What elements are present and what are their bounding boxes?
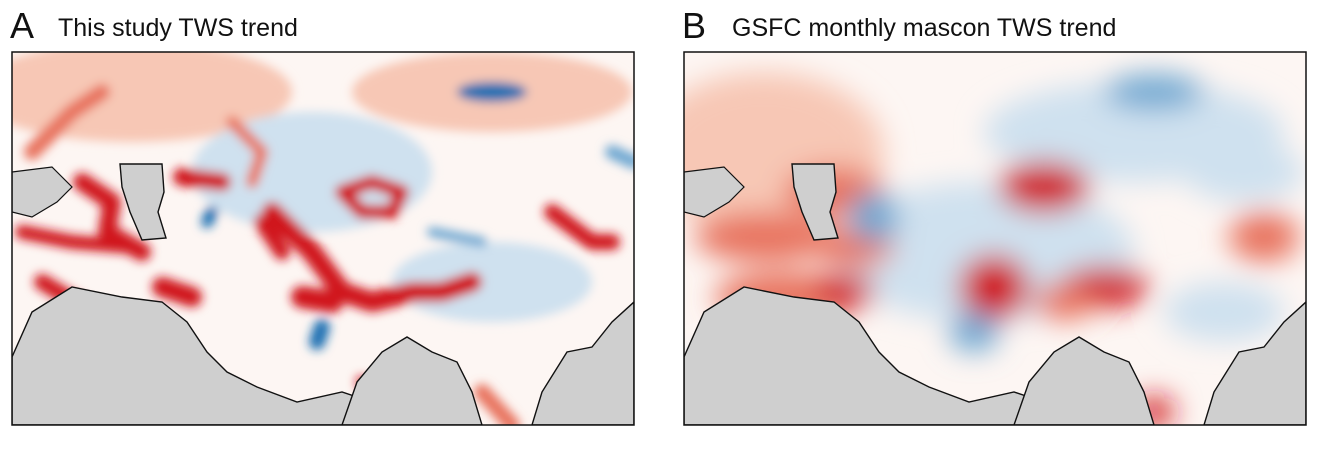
trend-blob [457,82,527,102]
panel-title: GSFC monthly mascon TWS trend [732,14,1116,42]
map-area [684,52,1306,425]
trend-streak [152,277,202,307]
trend-blob [1034,284,1094,320]
map-frame [11,51,635,426]
panel-a: A This study TWS trend [10,5,635,426]
trend-streak [335,175,409,219]
trend-streak [254,214,290,260]
trend-streak [605,145,634,169]
trend-streak [309,319,330,350]
land [1013,336,1155,425]
map [11,51,635,426]
sea [12,166,73,218]
trend-streak [226,116,268,188]
trend-blob [949,312,999,352]
trend-blob [1164,282,1284,342]
land [341,336,483,425]
trend-streak [427,227,487,247]
land [119,163,167,241]
trend-streak [173,168,231,191]
panel-b: B GSFC monthly mascon TWS trend [682,5,1307,426]
sea [684,166,745,218]
panel-letter: A [10,5,34,46]
panel-title: This study TWS trend [58,14,298,42]
map-area [12,52,634,425]
trend-streak [262,202,482,312]
land [1203,301,1306,425]
trend-blob [999,162,1089,212]
trend-blob [1104,74,1204,110]
map [683,51,1307,426]
trend-streak [291,286,343,313]
trend-streak [474,384,520,425]
trend-blob [1184,142,1304,202]
trend-blob [694,212,834,262]
trend-blob [1229,212,1299,262]
trend-blob [12,52,292,142]
map-frame [683,51,1307,426]
land [531,301,634,425]
trend-blob [849,192,899,242]
trend-streak [24,84,110,160]
trend-streak [544,204,620,250]
trend-streak [201,206,218,228]
trend-blob [959,255,1029,319]
trend-streak [15,225,139,254]
panel-letter: B [682,5,706,46]
land [791,163,839,241]
